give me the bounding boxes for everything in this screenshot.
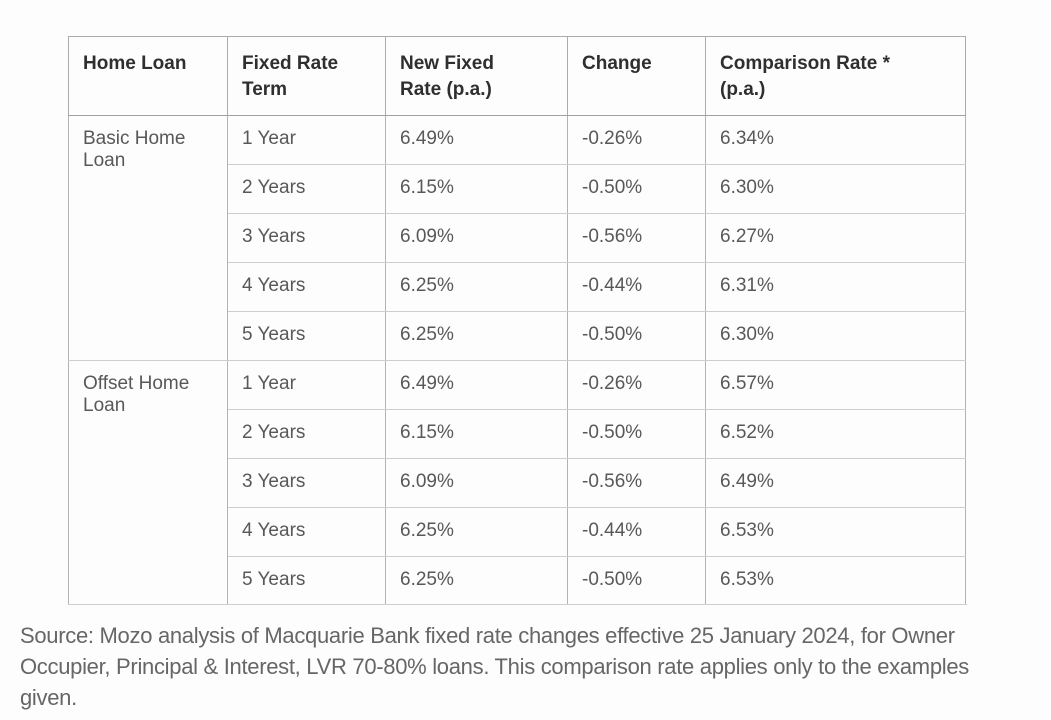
header-row: Home Loan Fixed Rate Term New Fixed Rate… (68, 36, 966, 116)
table-row: 4 Years 6.25% -0.44% 6.31% (69, 262, 966, 312)
cell-comparison: 6.30% (705, 164, 966, 214)
source-note-line: Source: Mozo analysis of Macquarie Bank … (20, 623, 955, 648)
header-cell-new-fixed-rate: New Fixed Rate (p.a.) (385, 36, 568, 116)
cell-term: 4 Years (227, 507, 386, 557)
header-label: Comparison Rate * (720, 53, 890, 74)
table-row: 5 Years 6.25% -0.50% 6.53% (69, 556, 966, 604)
rates-table: Home Loan Fixed Rate Term New Fixed Rate… (68, 36, 966, 604)
cell-comparison: 6.27% (705, 213, 966, 263)
cell-change: -0.50% (567, 409, 706, 459)
header-label: New Fixed (400, 53, 494, 74)
cell-term: 5 Years (227, 311, 386, 361)
cell-comparison: 6.49% (705, 458, 966, 508)
cell-comparison: 6.52% (705, 409, 966, 459)
cell-new-rate: 6.25% (385, 556, 568, 604)
cell-comparison: 6.34% (705, 115, 966, 165)
header-label: Rate (p.a.) (400, 79, 492, 100)
table-row: 3 Years 6.09% -0.56% 6.27% (69, 213, 966, 263)
cell-term: 3 Years (227, 213, 386, 263)
cell-new-rate: 6.25% (385, 507, 568, 557)
cell-new-rate: 6.09% (385, 213, 568, 263)
table-row: 3 Years 6.09% -0.56% 6.49% (69, 458, 966, 508)
group-label-basic-home-loan: Basic Home Loan (68, 115, 228, 361)
header-label: Home Loan (83, 53, 187, 74)
source-note-line: Occupier, Principal & Interest, LVR 70-8… (20, 654, 969, 679)
table-row: Basic Home Loan 1 Year 6.49% -0.26% 6.34… (68, 115, 966, 361)
cell-term: 5 Years (227, 556, 386, 604)
header-label: Change (582, 53, 652, 74)
cell-new-rate: 6.15% (385, 164, 568, 214)
cell-term: 1 Year (227, 360, 386, 410)
header-label: Fixed Rate (242, 53, 339, 74)
table-row: 5 Years 6.25% -0.50% 6.30% (69, 311, 966, 361)
cell-term: 2 Years (227, 164, 386, 214)
header-label: Term (242, 79, 288, 100)
cell-change: -0.50% (567, 164, 706, 214)
cell-new-rate: 6.15% (385, 409, 568, 459)
source-note-line: given. (20, 685, 77, 710)
header-cell-fixed-rate-term: Fixed Rate Term (227, 36, 386, 116)
cell-change: -0.56% (567, 213, 706, 263)
cell-change: -0.44% (567, 262, 706, 312)
source-note: Source: Mozo analysis of Macquarie Bank … (20, 620, 1035, 713)
group-label-offset-home-loan: Offset Home Loan (68, 360, 228, 604)
header-label: (p.a.) (720, 79, 766, 100)
table-row: Offset Home Loan 1 Year 6.49% -0.26% 6.5… (68, 360, 966, 604)
rates-table-container: Home Loan Fixed Rate Term New Fixed Rate… (68, 36, 967, 605)
cell-term: 1 Year (227, 115, 386, 165)
cell-term: 4 Years (227, 262, 386, 312)
cell-change: -0.50% (567, 556, 706, 604)
cell-change: -0.26% (567, 115, 706, 165)
cell-comparison: 6.30% (705, 311, 966, 361)
cell-term: 3 Years (227, 458, 386, 508)
cell-change: -0.44% (567, 507, 706, 557)
table-row: 4 Years 6.25% -0.44% 6.53% (69, 507, 966, 557)
table-row: 2 Years 6.15% -0.50% 6.30% (69, 164, 966, 214)
cell-change: -0.50% (567, 311, 706, 361)
cell-change: -0.56% (567, 458, 706, 508)
header-cell-comparison-rate: Comparison Rate * (p.a.) (705, 36, 966, 116)
table-row: 2 Years 6.15% -0.50% 6.52% (69, 409, 966, 459)
cell-change: -0.26% (567, 360, 706, 410)
cell-comparison: 6.31% (705, 262, 966, 312)
cell-new-rate: 6.49% (385, 115, 568, 165)
header-cell-change: Change (567, 36, 706, 116)
cell-comparison: 6.53% (705, 556, 966, 604)
cell-new-rate: 6.49% (385, 360, 568, 410)
cell-comparison: 6.57% (705, 360, 966, 410)
cell-term: 2 Years (227, 409, 386, 459)
header-cell-home-loan: Home Loan (68, 36, 228, 116)
cell-new-rate: 6.09% (385, 458, 568, 508)
cell-comparison: 6.53% (705, 507, 966, 557)
cell-new-rate: 6.25% (385, 262, 568, 312)
cell-new-rate: 6.25% (385, 311, 568, 361)
